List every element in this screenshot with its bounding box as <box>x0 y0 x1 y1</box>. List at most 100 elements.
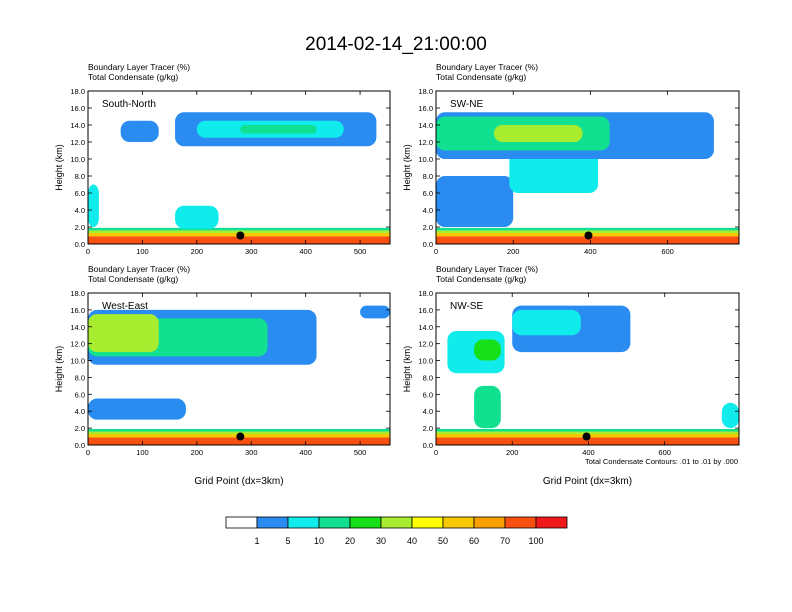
x-tick-label: 300 <box>245 448 258 457</box>
x-tick-label: 400 <box>299 448 312 457</box>
condensate-band <box>88 230 390 233</box>
y-tick-label: 4.0 <box>423 407 433 416</box>
colorbar-cell <box>473 516 506 529</box>
y-tick-label: 10.0 <box>418 357 433 366</box>
x-tick-label: 0 <box>434 247 438 256</box>
colorbar-cell <box>256 516 289 529</box>
condensate-band <box>512 309 581 336</box>
panel-1: Boundary Layer Tracer (%)Total Condensat… <box>54 62 391 256</box>
y-tick-label: 12.0 <box>70 340 85 349</box>
condensate-band <box>88 428 390 432</box>
colorbar-cell <box>318 516 351 529</box>
y-tick-label: 10.0 <box>70 155 85 164</box>
plot-frame <box>87 292 391 446</box>
y-tick-label: 0.0 <box>75 240 85 249</box>
x-tick-label: 100 <box>136 448 149 457</box>
x-tick-label: 300 <box>245 247 258 256</box>
x-tick-label: 0 <box>86 247 90 256</box>
y-tick-label: 16.0 <box>418 104 433 113</box>
location-marker <box>584 231 593 240</box>
y-axis-label: Height (km) <box>54 346 64 393</box>
condensate-band <box>175 205 219 229</box>
colorbar-label: 40 <box>407 536 417 546</box>
y-axis-label: Height (km) <box>402 144 412 191</box>
x-tick-label: 500 <box>354 247 367 256</box>
x-tick-label: 0 <box>434 448 438 457</box>
condensate-band <box>88 431 390 435</box>
colorbar-cell <box>380 516 413 529</box>
condensate-band <box>88 184 99 227</box>
condensate-field <box>88 112 390 244</box>
plot-frame <box>435 90 740 245</box>
colorbar-cell <box>349 516 382 529</box>
plot-frame <box>87 90 391 245</box>
condensate-band <box>436 236 739 244</box>
condensate-band <box>436 176 514 227</box>
colorbar-cell <box>535 516 568 529</box>
panel-title-line: Total Condensate (g/kg) <box>88 274 178 284</box>
condensate-band <box>436 437 739 445</box>
condensate-band <box>474 339 501 361</box>
y-tick-label: 4.0 <box>75 206 85 215</box>
y-tick-label: 18.0 <box>418 289 433 298</box>
y-axis-label: Height (km) <box>54 144 64 191</box>
colorbar-cell <box>504 516 537 529</box>
x-tick-label: 100 <box>136 247 149 256</box>
panel-4: Boundary Layer Tracer (%)Total Condensat… <box>402 264 740 487</box>
condensate-band <box>474 385 501 429</box>
y-tick-label: 18.0 <box>70 289 85 298</box>
y-tick-label: 10.0 <box>418 155 433 164</box>
y-tick-label: 0.0 <box>75 441 85 450</box>
panel-title-line: Total Condensate (g/kg) <box>436 72 526 82</box>
condensate-band <box>493 125 583 142</box>
y-tick-label: 18.0 <box>70 87 85 96</box>
y-tick-label: 10.0 <box>70 357 85 366</box>
panel-title-line: Boundary Layer Tracer (%) <box>436 62 538 72</box>
panel-3: Boundary Layer Tracer (%)Total Condensat… <box>54 264 391 487</box>
x-tick-label: 200 <box>507 247 520 256</box>
y-tick-label: 4.0 <box>75 407 85 416</box>
x-tick-label: 200 <box>506 448 519 457</box>
y-tick-label: 12.0 <box>70 138 85 147</box>
colorbar-cell <box>411 516 444 529</box>
y-tick-label: 8.0 <box>423 172 433 181</box>
colorbar-cell <box>442 516 475 529</box>
colorbar-cell <box>225 516 258 529</box>
plot-frame <box>435 292 740 446</box>
colorbar-label: 20 <box>345 536 355 546</box>
y-tick-label: 12.0 <box>418 138 433 147</box>
panel-title-line: Boundary Layer Tracer (%) <box>88 62 190 72</box>
y-tick-label: 14.0 <box>70 121 85 130</box>
panel-label: SW-NE <box>450 99 483 110</box>
y-tick-label: 2.0 <box>75 424 85 433</box>
panel-title-line: Total Condensate (g/kg) <box>88 72 178 82</box>
y-tick-label: 14.0 <box>418 121 433 130</box>
location-marker <box>236 231 245 240</box>
y-tick-label: 14.0 <box>418 323 433 332</box>
x-tick-label: 600 <box>661 247 674 256</box>
x-tick-label: 400 <box>584 247 597 256</box>
y-tick-label: 8.0 <box>75 172 85 181</box>
location-marker <box>582 432 591 441</box>
condensate-band <box>436 227 739 231</box>
y-tick-label: 0.0 <box>423 240 433 249</box>
y-tick-label: 4.0 <box>423 206 433 215</box>
condensate-band <box>436 428 739 432</box>
condensate-band <box>360 305 390 319</box>
x-axis-label: Grid Point (dx=3km) <box>194 476 283 487</box>
condensate-band <box>88 437 390 445</box>
y-tick-label: 8.0 <box>423 373 433 382</box>
x-tick-label: 500 <box>354 448 367 457</box>
x-tick-label: 200 <box>191 247 204 256</box>
x-axis-label: Grid Point (dx=3km) <box>543 476 632 487</box>
y-tick-label: 2.0 <box>423 424 433 433</box>
y-tick-label: 0.0 <box>423 441 433 450</box>
y-tick-label: 18.0 <box>418 87 433 96</box>
panel-title-line: Boundary Layer Tracer (%) <box>88 264 190 274</box>
colorbar-label: 1 <box>254 536 259 546</box>
y-tick-label: 6.0 <box>75 390 85 399</box>
x-tick-label: 400 <box>582 448 595 457</box>
colorbar-label: 5 <box>285 536 290 546</box>
location-marker <box>236 432 245 441</box>
